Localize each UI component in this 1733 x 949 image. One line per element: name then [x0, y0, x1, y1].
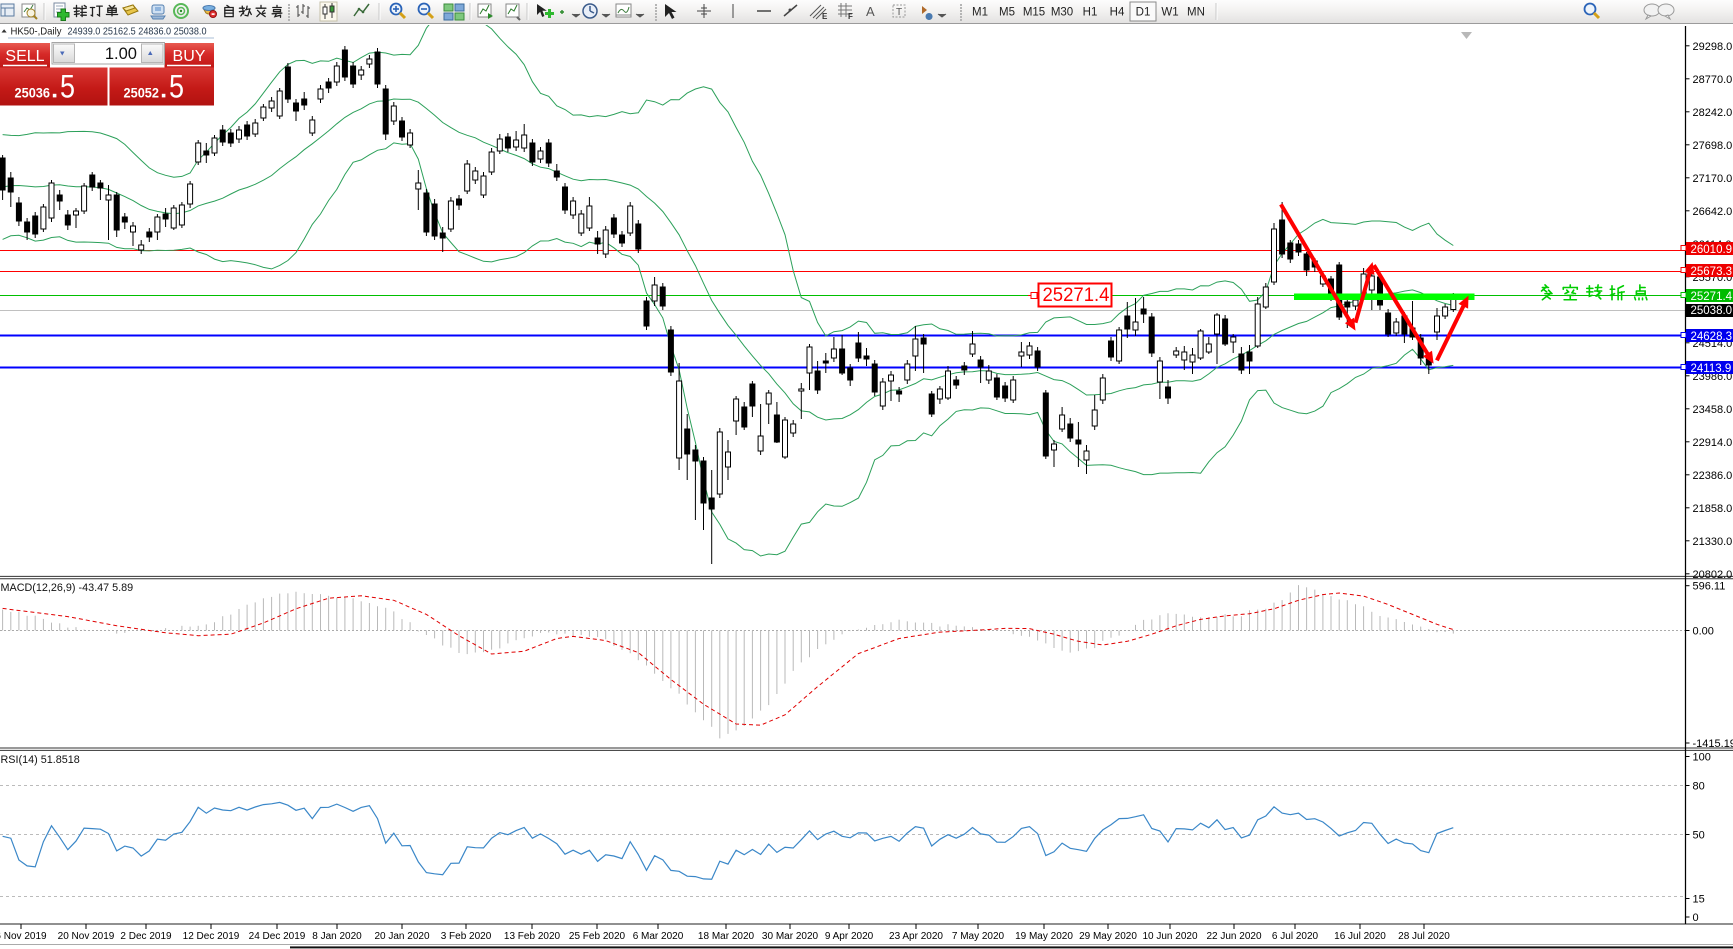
svg-text:F: F	[848, 12, 853, 21]
svg-text:M5: M5	[999, 7, 1015, 19]
svg-text:M15: M15	[1023, 7, 1045, 19]
svg-text:25036: 25036	[15, 86, 51, 101]
svg-text:24628.3: 24628.3	[1691, 331, 1733, 343]
svg-text:9 Apr 2020: 9 Apr 2020	[825, 931, 874, 942]
svg-text:20 Nov 2019: 20 Nov 2019	[58, 931, 115, 942]
svg-text:25 Feb 2020: 25 Feb 2020	[569, 931, 626, 942]
svg-text:RSI(14) 51.8518: RSI(14) 51.8518	[1, 754, 80, 766]
svg-text:26642.0: 26642.0	[1693, 206, 1733, 218]
svg-text:HK50-,Daily: HK50-,Daily	[11, 26, 63, 38]
svg-text:6 Jul 2020: 6 Jul 2020	[1272, 931, 1319, 942]
svg-text:3 Feb 2020: 3 Feb 2020	[441, 931, 492, 942]
svg-text:5: 5	[169, 69, 184, 105]
svg-text:10 Jun 2020: 10 Jun 2020	[1142, 931, 1197, 942]
svg-text:2 Dec 2019: 2 Dec 2019	[120, 931, 172, 942]
svg-text:25038.0: 25038.0	[1691, 305, 1733, 317]
svg-text:23 Apr 2020: 23 Apr 2020	[889, 931, 943, 942]
svg-text:29298.0: 29298.0	[1693, 41, 1733, 53]
svg-text:20 Jan 2020: 20 Jan 2020	[374, 931, 429, 942]
svg-text:8 Jan 2020: 8 Jan 2020	[312, 931, 362, 942]
svg-text:T: T	[896, 7, 902, 18]
svg-text:21330.0: 21330.0	[1693, 536, 1733, 548]
svg-text:D1: D1	[1136, 7, 1151, 19]
svg-text:24939.0 25162.5 24836.0 25038.: 24939.0 25162.5 24836.0 25038.0	[68, 26, 207, 38]
svg-text:0: 0	[1693, 912, 1699, 924]
svg-text:H4: H4	[1110, 7, 1125, 19]
svg-text:27698.0: 27698.0	[1693, 140, 1733, 152]
svg-text:26010.9: 26010.9	[1691, 244, 1733, 256]
svg-text:-1415.19: -1415.19	[1693, 738, 1733, 750]
svg-text:7 May 2020: 7 May 2020	[952, 931, 1005, 942]
svg-text:MACD(12,26,9) -43.47 5.89: MACD(12,26,9) -43.47 5.89	[1, 582, 134, 594]
svg-text:22386.0: 22386.0	[1693, 470, 1733, 482]
svg-text:M30: M30	[1051, 7, 1073, 19]
svg-text:M1: M1	[972, 7, 988, 19]
svg-text:15: 15	[1693, 894, 1705, 906]
svg-text:1.00: 1.00	[105, 45, 137, 63]
svg-text:30 Mar 2020: 30 Mar 2020	[762, 931, 819, 942]
svg-text:29 May 2020: 29 May 2020	[1079, 931, 1137, 942]
svg-text:28242.0: 28242.0	[1693, 107, 1733, 119]
svg-text:100: 100	[1693, 752, 1711, 764]
svg-text:24 Dec 2019: 24 Dec 2019	[249, 931, 306, 942]
svg-text:MN: MN	[1187, 7, 1205, 19]
svg-text:25673.3: 25673.3	[1691, 266, 1733, 278]
svg-text:24113.9: 24113.9	[1691, 363, 1732, 375]
svg-text:5: 5	[60, 69, 75, 105]
svg-text:BUY: BUY	[173, 48, 206, 65]
svg-text:W1: W1	[1161, 7, 1178, 19]
svg-text:22914.0: 22914.0	[1693, 437, 1733, 449]
svg-text:25271.4: 25271.4	[1691, 291, 1733, 303]
svg-text:A: A	[866, 4, 875, 19]
svg-text:28770.0: 28770.0	[1693, 74, 1733, 86]
svg-text:25271.4: 25271.4	[1043, 284, 1110, 306]
svg-text:21858.0: 21858.0	[1693, 503, 1733, 515]
svg-text:E: E	[822, 12, 828, 21]
svg-text:28 Jul 2020: 28 Jul 2020	[1398, 931, 1450, 942]
svg-text:19 May 2020: 19 May 2020	[1015, 931, 1073, 942]
svg-text:22 Jun 2020: 22 Jun 2020	[1206, 931, 1261, 942]
svg-text:13 Feb 2020: 13 Feb 2020	[504, 931, 561, 942]
svg-text:50: 50	[1693, 830, 1705, 842]
svg-text:0.00: 0.00	[1693, 626, 1714, 638]
svg-text:20802.0: 20802.0	[1693, 569, 1733, 581]
svg-text:80: 80	[1693, 781, 1705, 793]
svg-text:6 Nov 2019: 6 Nov 2019	[0, 931, 47, 942]
svg-text:16 Jul 2020: 16 Jul 2020	[1334, 931, 1386, 942]
svg-text:H1: H1	[1083, 7, 1098, 19]
svg-text:18 Mar 2020: 18 Mar 2020	[698, 931, 755, 942]
svg-text:12 Dec 2019: 12 Dec 2019	[183, 931, 240, 942]
svg-text:596.11: 596.11	[1693, 581, 1726, 593]
svg-text:27170.0: 27170.0	[1693, 173, 1733, 185]
svg-text:SELL: SELL	[5, 48, 44, 65]
svg-text:6 Mar 2020: 6 Mar 2020	[633, 931, 684, 942]
svg-text:23458.0: 23458.0	[1693, 404, 1733, 416]
svg-text:25052: 25052	[124, 86, 160, 101]
